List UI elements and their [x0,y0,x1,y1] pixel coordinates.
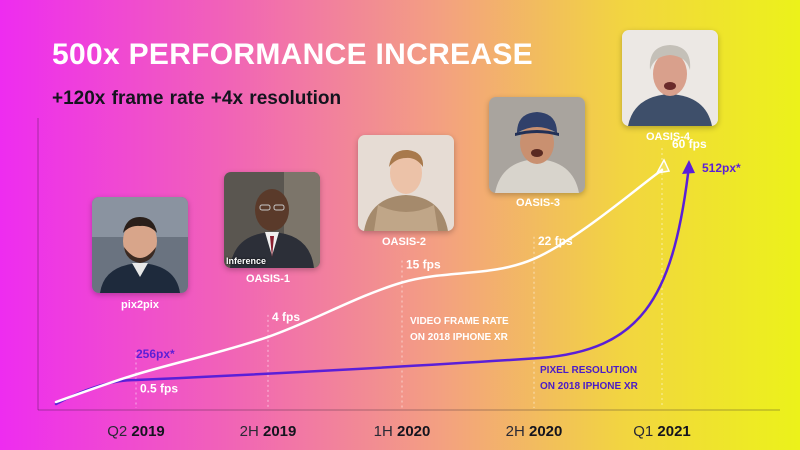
model-label-oasis-2: OASIS-2 [381,236,427,248]
resolution-labels: 256px* 512px* [136,161,741,361]
fps-data-label: 4 fps [272,310,300,324]
fps-arrowhead [655,158,671,174]
resolution-line [54,172,690,406]
model-label-pix2pix: pix2pix [121,299,159,311]
resolution-series-note: PIXEL RESOLUTION [540,365,637,376]
resolution-series-note: ON 2018 IPHONE XR [540,381,639,392]
x-tick-label: Q2 2019 [107,423,165,440]
model-label-oasis-4: OASIS-4 [645,131,691,143]
fps-labels: 0.5 fps 4 fps 15 fps 22 fps 60 fps [140,137,707,395]
fps-series-note: ON 2018 IPHONE XR [410,332,509,343]
man-beard-portrait-icon [92,197,188,293]
man-suit-portrait-icon [224,172,320,268]
slide-subtitle: +120x frame rate +4x resolution [52,88,342,109]
resolution-arrowhead [682,160,695,174]
photo-overlay-text: Inference [226,256,267,266]
x-tick-label: 1H 2020 [374,423,431,440]
grey-haired-man-portrait-icon [622,30,718,126]
older-man-cap-portrait-icon [489,97,585,193]
fps-line [54,168,664,404]
model-label-oasis-1: OASIS-1 [245,273,291,285]
model-label-oasis-3: OASIS-3 [515,197,561,209]
fps-data-label: 0.5 fps [140,381,178,395]
x-tick-label: 2H 2019 [240,423,297,440]
x-tick-label: 2H 2020 [506,423,563,440]
gridlines [135,148,663,408]
slide-title: 500x PERFORMANCE INCREASE [52,38,533,71]
x-axis-ticks: Q2 2019 2H 2019 1H 2020 2H 2020 Q1 2021 [107,423,691,440]
fps-data-label: 60 fps [672,137,707,151]
x-tick-label: Q1 2021 [633,423,691,440]
fps-data-label: 15 fps [406,258,441,272]
fps-series-note: VIDEO FRAME RATE [410,316,509,327]
resolution-data-label: 256px* [136,347,175,361]
fps-data-label: 22 fps [538,234,573,248]
young-man-portrait-icon [358,135,454,231]
resolution-data-label: 512px* [702,161,741,175]
